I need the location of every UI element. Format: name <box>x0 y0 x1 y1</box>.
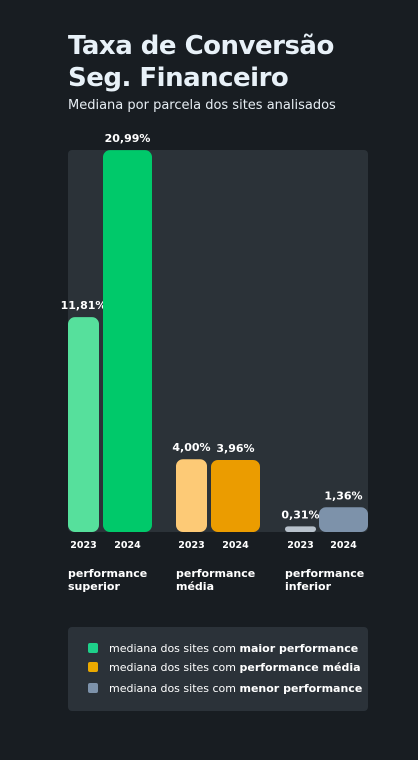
title-line-1: Taxa de Conversão <box>68 31 334 61</box>
category-label-line: inferior <box>285 580 332 593</box>
category-label: performance superior <box>68 567 147 593</box>
data-label: 20,99% <box>105 132 151 145</box>
category-label: performance inferior <box>285 567 364 593</box>
bar-3-2024 <box>319 507 368 532</box>
legend-item-media: mediana dos sites com performance média <box>88 661 361 674</box>
category-label-line: média <box>176 580 214 593</box>
data-label: 11,81% <box>61 299 107 312</box>
legend-text: mediana dos sites com <box>109 661 240 674</box>
data-label: 0,31% <box>281 508 319 521</box>
legend-text: mediana dos sites com <box>109 682 240 695</box>
chart-title: Taxa de Conversão Seg. Financeiro <box>68 30 398 94</box>
category-label-line: performance <box>285 567 364 580</box>
year-tick-label: 2023 <box>178 540 204 551</box>
data-label: 1,36% <box>324 489 362 502</box>
category-label-line: performance <box>176 567 255 580</box>
legend-strong: maior performance <box>239 642 359 655</box>
legend-text: mediana dos sites com <box>109 642 240 655</box>
year-tick-label: 2023 <box>287 540 313 551</box>
category-label-line: superior <box>68 580 120 593</box>
category-label: performance média <box>176 567 255 593</box>
data-label: 4,00% <box>172 441 210 454</box>
legend-item-maior: mediana dos sites com maior performance <box>88 642 358 655</box>
bar-3-2023 <box>285 526 316 532</box>
year-tick-label: 2024 <box>114 540 141 551</box>
legend-swatch-orange <box>88 662 98 672</box>
category-label-line: performance <box>68 567 147 580</box>
bar-1-2024 <box>103 150 152 533</box>
year-tick-label: 2023 <box>70 540 96 551</box>
legend-strong: menor performance <box>239 682 363 695</box>
legend-swatch-green <box>88 643 98 653</box>
legend-item-menor: mediana dos sites com menor performance <box>88 682 362 695</box>
year-tick-label: 2024 <box>222 540 249 551</box>
title-line-2: Seg. Financeiro <box>68 63 289 93</box>
year-tick-label: 2024 <box>330 540 357 551</box>
bar-2-2023 <box>176 459 207 532</box>
data-label: 3,96% <box>216 442 254 455</box>
chart-subtitle: Mediana por parcela dos sites analisados <box>68 98 336 113</box>
bar-2-2024 <box>211 459 260 532</box>
legend-strong: performance média <box>239 661 361 674</box>
legend: mediana dos sites com maior performance … <box>68 627 368 711</box>
legend-swatch-gray <box>88 683 98 693</box>
bar-1-2023 <box>68 317 99 532</box>
